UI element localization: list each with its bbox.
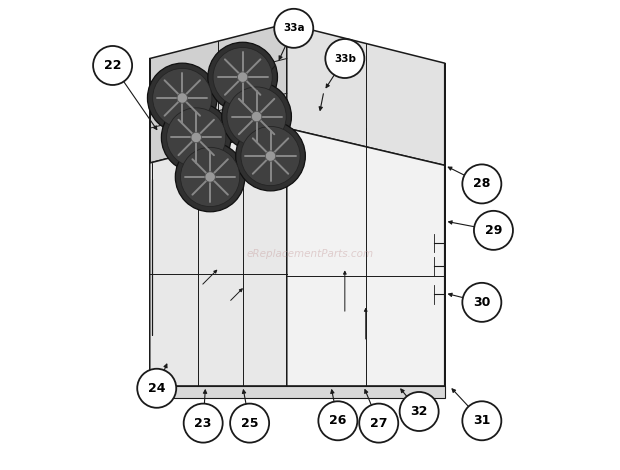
Text: 29: 29 bbox=[485, 224, 502, 237]
Ellipse shape bbox=[265, 151, 276, 161]
Circle shape bbox=[400, 392, 439, 431]
Circle shape bbox=[326, 39, 365, 78]
Ellipse shape bbox=[180, 147, 240, 206]
Text: 23: 23 bbox=[195, 416, 212, 430]
Circle shape bbox=[93, 46, 132, 85]
Text: 28: 28 bbox=[473, 177, 490, 190]
Circle shape bbox=[463, 283, 502, 322]
Circle shape bbox=[463, 401, 502, 440]
Text: 26: 26 bbox=[329, 414, 347, 427]
Circle shape bbox=[463, 164, 502, 204]
Ellipse shape bbox=[222, 82, 291, 151]
Text: 27: 27 bbox=[370, 416, 388, 430]
Polygon shape bbox=[287, 24, 445, 165]
Ellipse shape bbox=[175, 142, 245, 212]
Text: 31: 31 bbox=[473, 414, 490, 427]
Polygon shape bbox=[150, 24, 287, 163]
Text: 25: 25 bbox=[241, 416, 259, 430]
Text: 32: 32 bbox=[410, 405, 428, 418]
Ellipse shape bbox=[208, 42, 278, 112]
Text: eReplacementParts.com: eReplacementParts.com bbox=[246, 249, 374, 259]
Text: 24: 24 bbox=[148, 382, 166, 395]
Ellipse shape bbox=[251, 111, 262, 122]
Circle shape bbox=[474, 211, 513, 250]
Circle shape bbox=[274, 9, 313, 48]
Circle shape bbox=[318, 401, 357, 440]
Ellipse shape bbox=[191, 132, 202, 143]
Ellipse shape bbox=[236, 121, 306, 191]
Ellipse shape bbox=[213, 47, 272, 107]
Circle shape bbox=[230, 404, 269, 443]
Ellipse shape bbox=[205, 172, 215, 182]
Text: 22: 22 bbox=[104, 59, 122, 72]
Polygon shape bbox=[150, 128, 287, 386]
Ellipse shape bbox=[161, 102, 231, 172]
Polygon shape bbox=[150, 386, 445, 398]
Text: 33a: 33a bbox=[283, 24, 304, 33]
Ellipse shape bbox=[153, 68, 212, 127]
Text: 30: 30 bbox=[473, 296, 490, 309]
Circle shape bbox=[137, 369, 176, 408]
Ellipse shape bbox=[148, 63, 217, 133]
Circle shape bbox=[359, 404, 398, 443]
Ellipse shape bbox=[237, 72, 248, 82]
Ellipse shape bbox=[227, 87, 286, 146]
Circle shape bbox=[184, 404, 223, 443]
Ellipse shape bbox=[167, 108, 226, 167]
Ellipse shape bbox=[177, 93, 187, 103]
Polygon shape bbox=[287, 128, 445, 386]
Ellipse shape bbox=[241, 126, 300, 186]
Text: 33b: 33b bbox=[334, 54, 356, 63]
